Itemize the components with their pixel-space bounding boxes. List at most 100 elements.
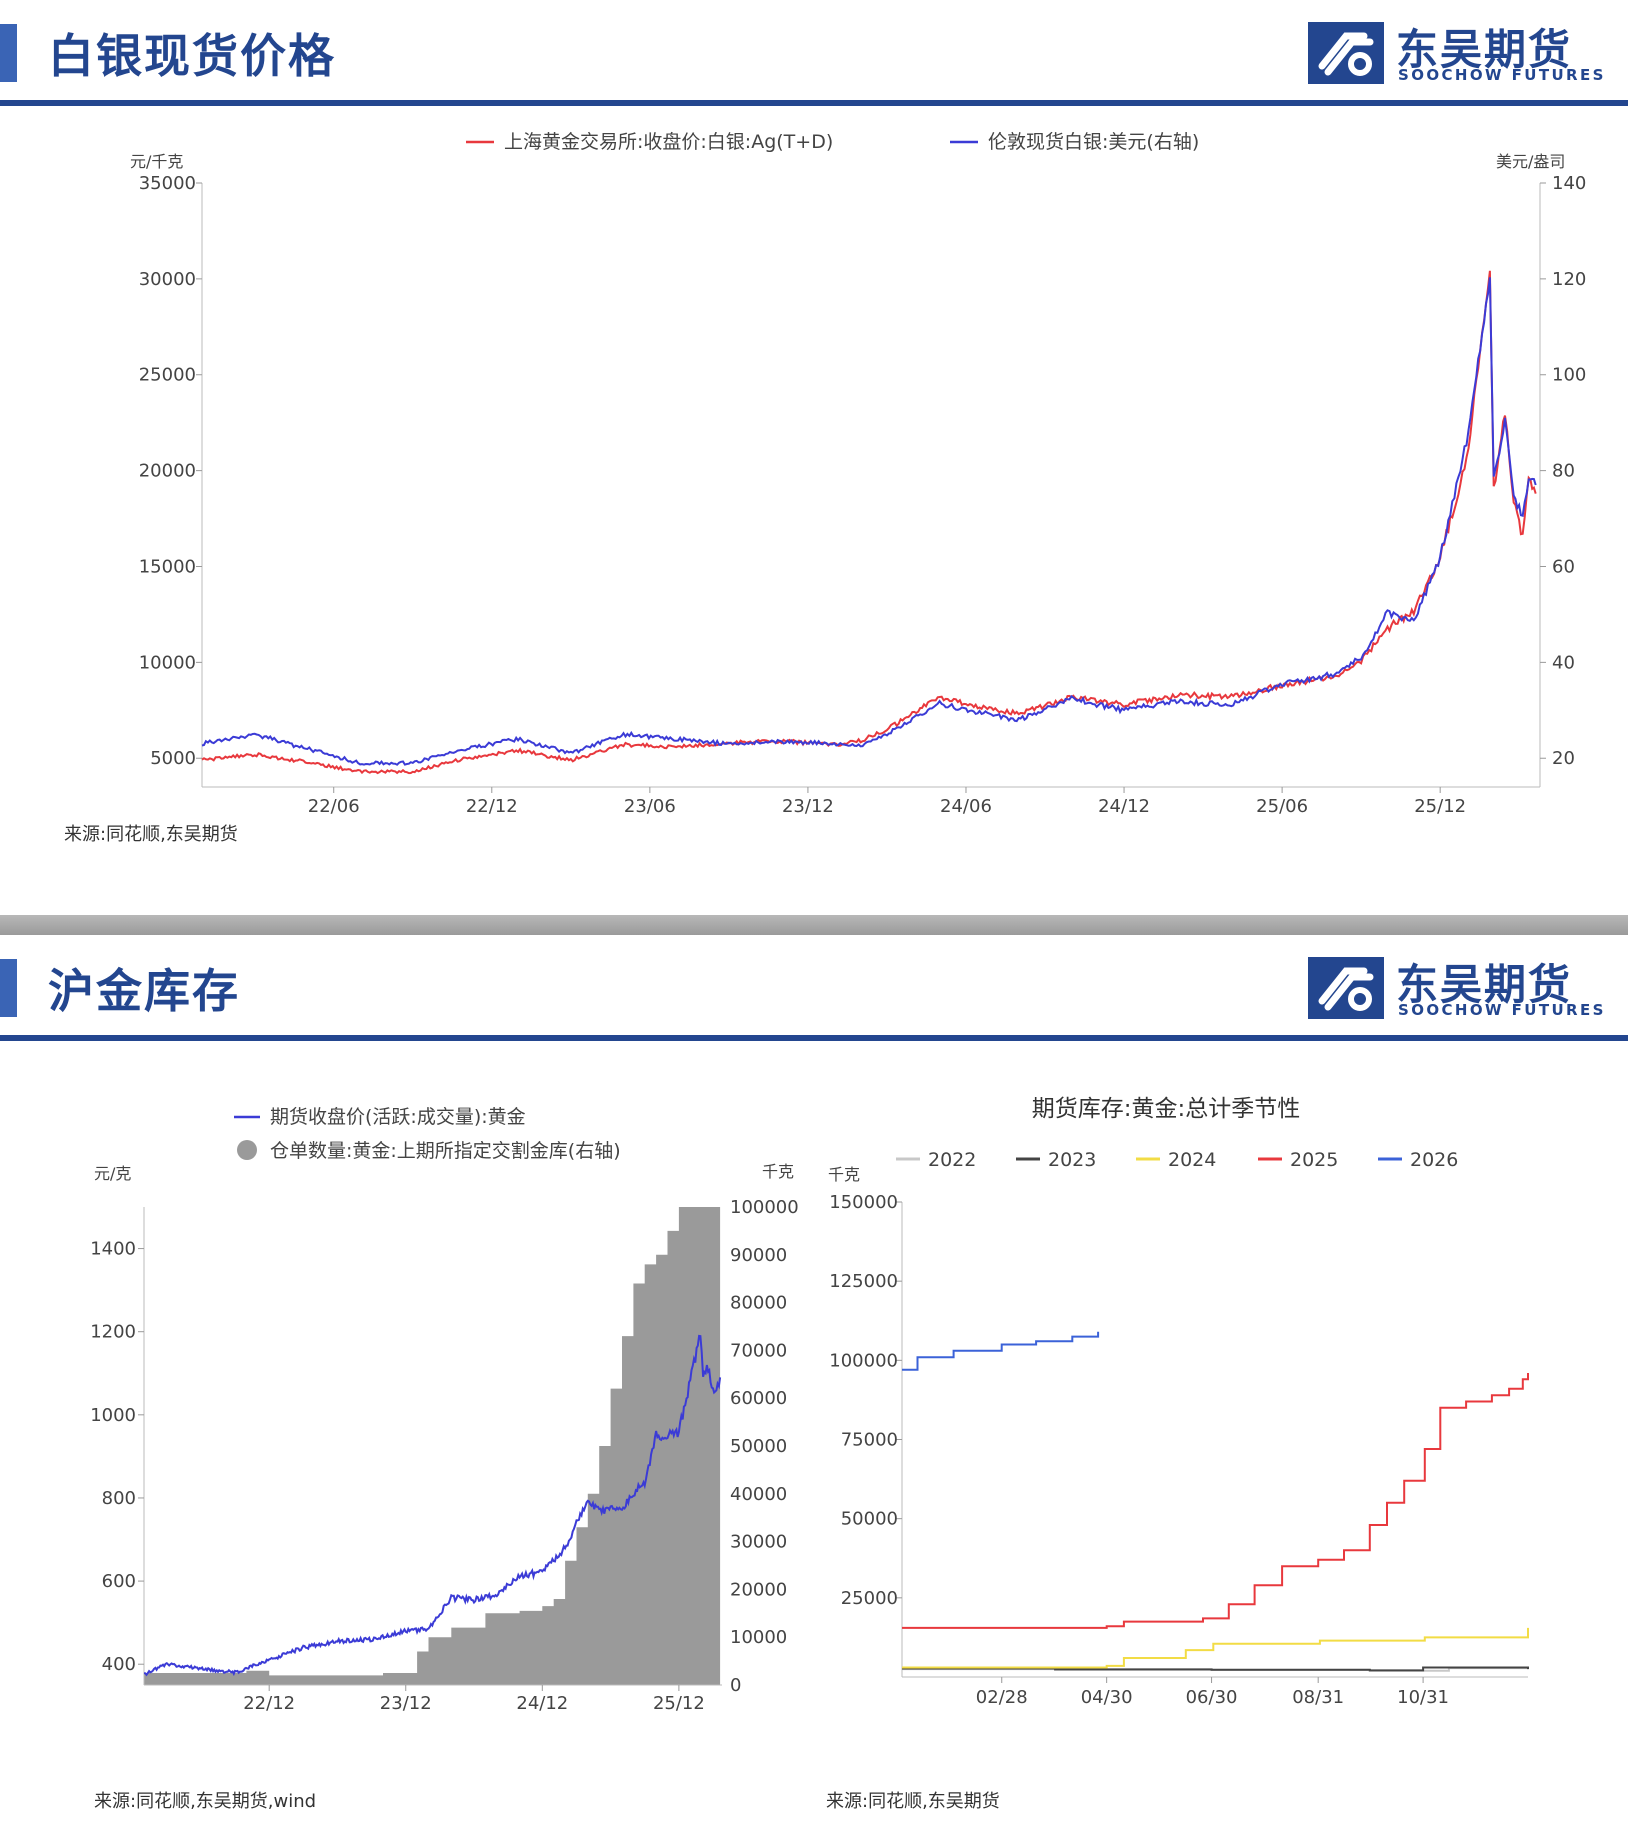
header-rule [0, 1035, 1628, 1041]
left-tick-label: 20000 [139, 461, 196, 482]
page-title: 白银现货价格 [48, 29, 336, 83]
right-tick-label: 80 [1552, 461, 1575, 482]
x-tick-label: 23/12 [380, 1693, 432, 1714]
x-tick-label: 22/06 [308, 796, 360, 817]
legend-label-2025: 2025 [1290, 1149, 1338, 1171]
y-tick-label: 50000 [841, 1509, 898, 1530]
x-tick-label: 25/12 [653, 1693, 705, 1714]
receipts-area [144, 1207, 721, 1685]
x-tick-label: 22/12 [243, 1693, 295, 1714]
right-tick-label: 10000 [730, 1627, 787, 1648]
series-line-london-silver [201, 277, 1537, 766]
right-tick-label: 60 [1552, 556, 1575, 577]
brand-name-cn: 东吴期货 [1396, 25, 1573, 74]
price-line [143, 1334, 722, 1677]
left-tick-label: 1400 [90, 1239, 136, 1260]
silver-price-chart: 上海黄金交易所:收盘价:白银:Ag(T+D) 伦敦现货白银:美元(右轴) 元/千… [130, 131, 1586, 817]
header-rule [0, 100, 1628, 106]
right-tick-label: 140 [1552, 173, 1586, 194]
right-tick-label: 20000 [730, 1579, 787, 1600]
left-axis-unit: 元/千克 [130, 152, 183, 171]
series-lines [902, 1331, 1529, 1672]
right-tick-label: 60000 [730, 1388, 787, 1409]
soochow-logo-icon [1308, 957, 1384, 1019]
gold-price-line [143, 1334, 722, 1677]
left-tick-label: 35000 [139, 173, 196, 194]
legend-label-london: 伦敦现货白银:美元(右轴) [988, 131, 1199, 153]
series-line-2026 [902, 1331, 1100, 1371]
y-tick-label: 25000 [841, 1588, 898, 1609]
source-note: 来源:同花顺,东吴期货,wind [94, 1791, 317, 1812]
x-tick-label: 25/06 [1256, 796, 1308, 817]
left-tick-label: 5000 [150, 748, 196, 769]
header-accent-bar [0, 24, 17, 82]
left-tick-label: 15000 [139, 556, 196, 577]
left-tick-label: 10000 [139, 652, 196, 673]
left-tick-label: 25000 [139, 365, 196, 386]
right-tick-label: 100000 [730, 1197, 799, 1218]
x-tick-label: 22/12 [466, 796, 518, 817]
axes: 150000 125000 100000 75000 50000 25000 02/28 04… [829, 1192, 1528, 1708]
left-tick-label: 800 [102, 1488, 136, 1509]
legend-label-sge: 上海黄金交易所:收盘价:白银:Ag(T+D) [504, 131, 833, 153]
left-axis-unit: 千克 [828, 1165, 860, 1184]
brand-logo: 东吴期货 SOOCHOW FUTURES [1308, 955, 1608, 1023]
legend-label-2026: 2026 [1410, 1149, 1458, 1171]
legend-swatch-receipts [237, 1140, 257, 1160]
series-line-2023 [902, 1666, 1529, 1672]
soochow-logo-icon [1308, 22, 1384, 84]
y-tick-label: 100000 [829, 1350, 898, 1371]
legend: 2022 2023 2024 2025 2026 [896, 1149, 1458, 1171]
right-tick-label: 0 [730, 1675, 741, 1696]
panel-header: 白银现货价格 东吴期货 SOOCHOW FUTURES [0, 0, 1628, 106]
gold-inventory-panel: 沪金库存 东吴期货 SOOCHOW FUTURES 期货收盘价(活跃:成交量):… [0, 935, 1628, 1848]
y-tick-label: 75000 [841, 1430, 898, 1451]
right-tick-label: 120 [1552, 269, 1586, 290]
x-tick-label: 24/12 [516, 1693, 568, 1714]
x-tick-label: 10/31 [1397, 1687, 1449, 1708]
receipts-area-shape [144, 1207, 721, 1685]
x-tick-label: 24/06 [940, 796, 992, 817]
page-title: 沪金库存 [48, 964, 240, 1018]
right-tick-label: 90000 [730, 1245, 787, 1266]
left-axis-unit: 元/克 [94, 1164, 131, 1183]
gold-inventory-seasonal-chart: 期货库存:黄金:总计季节性 2022 2023 2024 2025 2026 千克 15… [828, 1096, 1529, 1708]
legend-label-price: 期货收盘价(活跃:成交量):黄金 [270, 1106, 526, 1128]
series-line-2024 [902, 1627, 1529, 1669]
brand-name-en: SOOCHOW FUTURES [1398, 66, 1606, 84]
right-tick-label: 100 [1552, 365, 1586, 386]
panel-divider [0, 915, 1628, 935]
left-tick-label: 30000 [139, 269, 196, 290]
legend-label-2024: 2024 [1168, 1149, 1216, 1171]
x-tick-label: 06/30 [1186, 1687, 1238, 1708]
x-tick-label: 02/28 [976, 1687, 1028, 1708]
source-note: 来源:同花顺,东吴期货 [826, 1791, 1000, 1812]
gold-price-receipts-chart: 期货收盘价(活跃:成交量):黄金 仓单数量:黄金:上期所指定交割金库(右轴) 元… [90, 1106, 799, 1714]
left-tick-label: 600 [102, 1571, 136, 1592]
brand-logo: 东吴期货 SOOCHOW FUTURES [1308, 20, 1608, 88]
right-axis-unit: 美元/盎司 [1496, 152, 1565, 171]
x-tick-label: 08/31 [1292, 1687, 1344, 1708]
x-tick-label: 04/30 [1081, 1687, 1133, 1708]
y-tick-label: 150000 [829, 1192, 898, 1213]
right-axis-unit: 千克 [762, 1162, 794, 1181]
series-line-2025 [902, 1373, 1529, 1629]
right-tick-label: 70000 [730, 1340, 787, 1361]
y-tick-label: 125000 [829, 1271, 898, 1292]
right-tick-label: 40000 [730, 1484, 787, 1505]
left-tick-label: 400 [102, 1654, 136, 1675]
panel-header: 沪金库存 东吴期货 SOOCHOW FUTURES [0, 935, 1628, 1041]
left-tick-label: 1200 [90, 1322, 136, 1343]
legend-label-2022: 2022 [928, 1149, 976, 1171]
right-tick-label: 20 [1552, 748, 1575, 769]
legend-label-receipts: 仓单数量:黄金:上期所指定交割金库(右轴) [270, 1140, 621, 1162]
axes: 1400120010008006004001000009000080000700… [90, 1197, 799, 1714]
brand-name-cn: 东吴期货 [1396, 960, 1573, 1009]
brand-name-en: SOOCHOW FUTURES [1398, 1001, 1606, 1019]
right-tick-label: 80000 [730, 1293, 787, 1314]
x-tick-label: 23/12 [782, 796, 834, 817]
legend: 上海黄金交易所:收盘价:白银:Ag(T+D) 伦敦现货白银:美元(右轴) [466, 131, 1199, 153]
legend: 期货收盘价(活跃:成交量):黄金 仓单数量:黄金:上期所指定交割金库(右轴) [234, 1106, 621, 1162]
series-line-sge-silver [201, 270, 1537, 775]
x-tick-label: 25/12 [1414, 796, 1466, 817]
